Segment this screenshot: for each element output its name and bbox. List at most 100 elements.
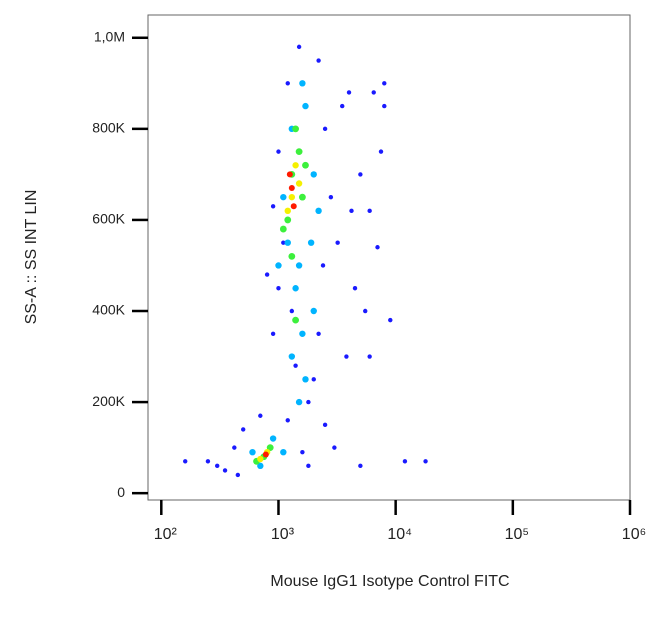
x-axis-label: Mouse IgG1 Isotype Control FITC (270, 573, 509, 590)
point (249, 448, 256, 456)
point (315, 207, 322, 215)
point (310, 171, 317, 178)
point (423, 459, 428, 464)
point (382, 103, 387, 109)
point (257, 455, 264, 463)
point (285, 81, 290, 86)
x-tick-label: 10⁴ (387, 526, 412, 543)
point (293, 363, 298, 368)
point (280, 193, 287, 201)
point (288, 193, 296, 201)
point (241, 427, 246, 432)
point (322, 126, 328, 132)
point (346, 90, 352, 95)
point (276, 149, 281, 154)
y-tick-label: 800K (92, 120, 125, 136)
y-tick-label: 1,0M (94, 28, 125, 44)
point (286, 171, 293, 178)
point (292, 162, 299, 169)
point (299, 80, 306, 87)
point (316, 331, 321, 336)
point (298, 193, 306, 201)
point (328, 194, 334, 200)
point (367, 208, 372, 214)
point (316, 58, 321, 63)
point (276, 286, 281, 291)
point (302, 376, 309, 383)
point (232, 445, 237, 450)
point (382, 81, 387, 86)
point (306, 463, 311, 469)
point (289, 308, 295, 314)
point (332, 445, 337, 450)
point (279, 225, 287, 233)
point (215, 463, 220, 469)
point (270, 331, 276, 336)
x-tick-label: 10⁵ (505, 526, 529, 543)
point (257, 462, 264, 470)
point (264, 272, 270, 277)
point (340, 103, 345, 109)
x-tick-label: 10³ (271, 526, 295, 543)
point (290, 203, 297, 210)
point (284, 207, 291, 215)
point (292, 125, 299, 133)
point (288, 252, 296, 260)
point (363, 308, 368, 314)
point (280, 448, 287, 456)
point (285, 418, 290, 423)
point (183, 459, 188, 464)
point (302, 102, 309, 110)
point (222, 468, 228, 473)
point (375, 245, 380, 250)
point (300, 449, 305, 455)
point (258, 413, 263, 418)
point (292, 316, 299, 324)
point (296, 44, 302, 50)
point (307, 239, 315, 246)
point (378, 149, 384, 154)
y-tick-label: 200K (92, 393, 125, 409)
point (352, 286, 358, 291)
point (358, 172, 363, 177)
point (320, 263, 326, 268)
point (310, 307, 317, 315)
point (371, 90, 376, 95)
point (311, 377, 316, 382)
y-tick-label: 0 (117, 484, 125, 500)
point (349, 208, 354, 214)
point (235, 472, 241, 478)
point (284, 239, 291, 246)
plot-frame (147, 14, 631, 501)
y-axis-label: SS-A :: SS INT LIN (23, 190, 40, 325)
point (281, 240, 286, 245)
point (269, 435, 277, 442)
point (344, 354, 349, 359)
point (322, 422, 328, 428)
point (288, 353, 296, 360)
point (335, 240, 340, 245)
x-tick-label: 10² (154, 526, 178, 543)
point (292, 285, 299, 292)
point (358, 463, 363, 469)
point (299, 330, 306, 337)
point (402, 459, 408, 464)
point (306, 399, 311, 405)
y-tick-label: 400K (92, 302, 125, 318)
point (275, 262, 282, 269)
point (295, 398, 303, 406)
point (367, 354, 372, 359)
x-tick-label: 10⁶ (622, 526, 646, 543)
y-tick-label: 600K (92, 211, 125, 227)
point (284, 216, 292, 224)
point (270, 204, 276, 209)
point (295, 180, 303, 187)
point (302, 161, 309, 169)
point (295, 262, 303, 269)
point (295, 148, 303, 156)
point (288, 185, 295, 192)
point (205, 459, 211, 464)
point (388, 317, 393, 323)
point (262, 451, 269, 458)
